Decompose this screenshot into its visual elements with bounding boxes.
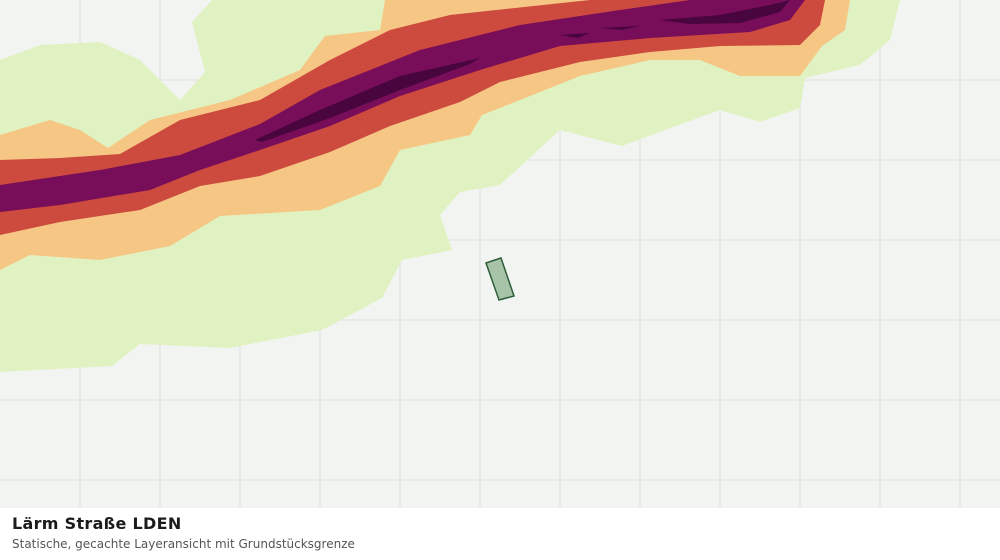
map-subtitle: Statische, gecachte Layeransicht mit Gru…	[12, 537, 355, 551]
noise-zone-very-high	[0, 0, 805, 212]
noise-zone-high	[0, 0, 825, 235]
noise-zone-medium	[0, 0, 850, 270]
map-title: Lärm Straße LDEN	[12, 514, 182, 533]
noise-zone-low	[0, 0, 900, 372]
noise-zone-extreme	[255, 0, 790, 142]
parcel-boundary	[485, 257, 515, 301]
map-footer: Lärm Straße LDEN Statische, gecachte Lay…	[0, 508, 1000, 560]
noise-map	[0, 0, 1000, 508]
